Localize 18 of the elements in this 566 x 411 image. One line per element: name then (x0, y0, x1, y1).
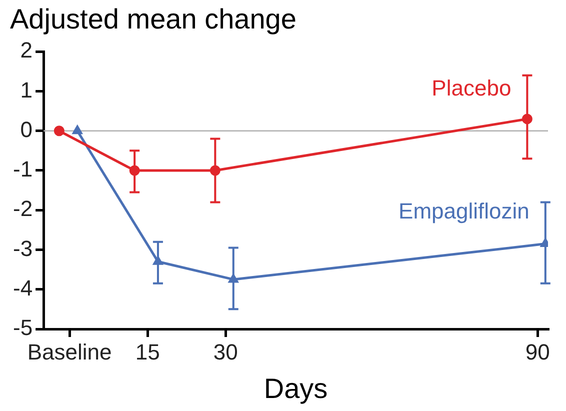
y-tick-label: -1 (13, 156, 33, 182)
x-tick-label: 15 (135, 339, 160, 364)
y-tick-label: 0 (20, 116, 33, 142)
series-label: Placebo (432, 75, 512, 100)
x-axis-title: Days (264, 372, 328, 404)
y-tick-label: -3 (13, 236, 33, 261)
point (72, 126, 82, 134)
y-tick-label: -4 (13, 275, 33, 300)
x-tick-label: Baseline (27, 339, 112, 364)
x-tick-label: 90 (525, 339, 550, 364)
y-tick-label: 1 (20, 77, 33, 102)
series-label: Empagliflozin (398, 198, 530, 224)
y-tick-label: 2 (20, 38, 33, 63)
y-tick-label: -5 (13, 315, 33, 340)
chart-title: Adjusted mean change (10, 4, 296, 35)
x-tick-label: 30 (213, 339, 238, 364)
point (54, 126, 64, 136)
y-tick-label: -2 (13, 196, 33, 222)
